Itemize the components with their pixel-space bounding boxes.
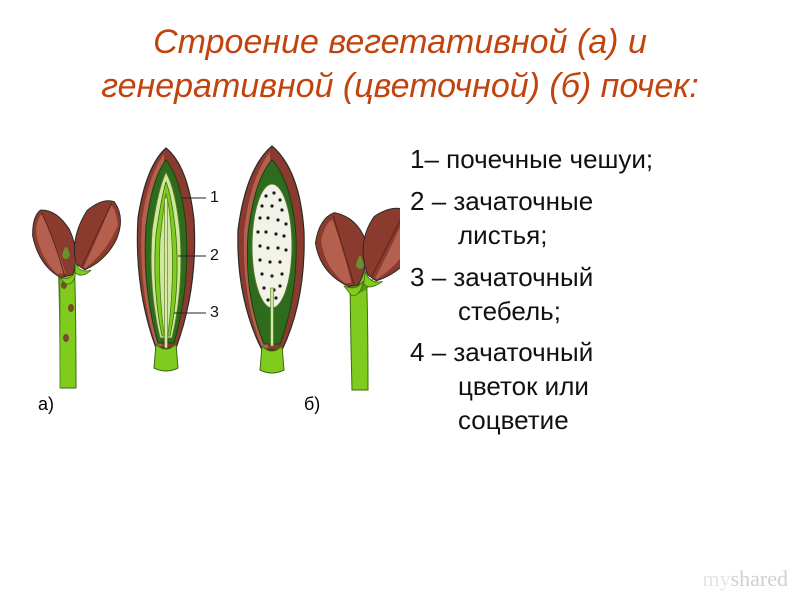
legend-text: – почечные чешуи; [424,144,653,174]
legend-num: 4 [410,337,424,367]
content-row: а) 1 2 3 [0,118,800,453]
legend-item-2: 2 – зачаточные листья; [410,185,770,253]
group-b-section [238,146,304,373]
group-a-exterior [22,193,129,388]
group-a-section: 1 2 3 [137,148,219,371]
label-a: а) [38,394,54,414]
legend-text-line3: соцветие [410,404,770,438]
legend-text: – зачаточные [432,186,593,216]
watermark-my: my [702,566,730,591]
legend-num: 1 [410,144,424,174]
watermark: myshared [702,566,788,592]
page-title: Строение вегетативной (а) и генеративной… [0,0,800,118]
legend-text: – зачаточный [432,262,594,292]
leader-1: 1 [210,189,219,206]
legend-item-4: 4 – зачаточный цветок или соцветие [410,336,770,437]
label-b: б) [304,394,320,414]
watermark-shared: shared [731,566,788,591]
group-b-exterior [307,199,400,390]
legend-text-line2: стебель; [410,295,770,329]
legend-num: 2 [410,186,424,216]
leader-3: 3 [210,304,219,321]
legend-text-line2: цветок или [410,370,770,404]
legend-item-3: 3 – зачаточный стебель; [410,261,770,329]
legend-text-line2: листья; [410,219,770,253]
legend-text: – зачаточный [432,337,594,367]
leader-2: 2 [210,247,219,264]
legend: 1– почечные чешуи; 2 – зачаточные листья… [400,138,770,453]
diagram-area: а) 1 2 3 [20,138,400,453]
legend-num: 3 [410,262,424,292]
bud-diagram: а) 1 2 3 [20,138,400,448]
legend-item-1: 1– почечные чешуи; [410,143,770,177]
